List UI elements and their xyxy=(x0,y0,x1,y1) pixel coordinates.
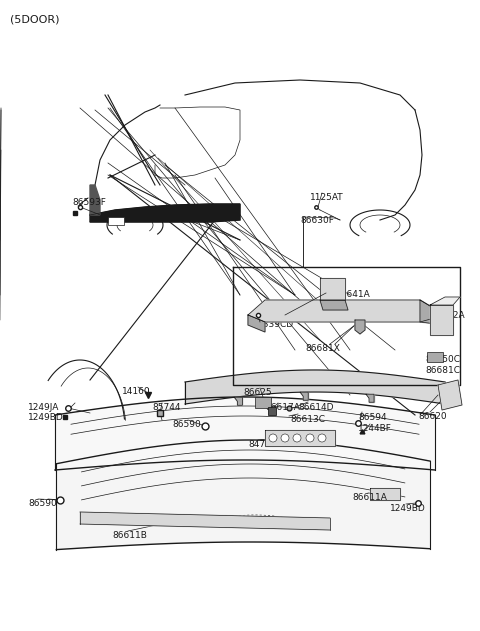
Text: 1249JA: 1249JA xyxy=(28,403,60,412)
Text: 86641A: 86641A xyxy=(335,290,370,299)
Polygon shape xyxy=(430,305,453,335)
Text: 86590: 86590 xyxy=(172,420,201,429)
Text: 14160: 14160 xyxy=(122,387,151,396)
Polygon shape xyxy=(366,394,374,402)
Bar xyxy=(427,352,443,362)
Polygon shape xyxy=(55,397,435,470)
Text: 86617A: 86617A xyxy=(265,403,300,412)
Text: 1249BD: 1249BD xyxy=(28,413,64,422)
Text: (5DOOR): (5DOOR) xyxy=(10,14,60,24)
Circle shape xyxy=(306,434,314,442)
Bar xyxy=(268,407,276,415)
Text: 85744: 85744 xyxy=(152,403,180,412)
Polygon shape xyxy=(90,185,100,215)
Polygon shape xyxy=(248,315,265,332)
Text: 86681X: 86681X xyxy=(305,344,340,353)
Polygon shape xyxy=(320,300,348,310)
Text: 1249BD: 1249BD xyxy=(390,504,426,513)
Text: 1125AT: 1125AT xyxy=(310,193,344,202)
Text: 86379: 86379 xyxy=(118,214,147,223)
Polygon shape xyxy=(300,392,308,400)
Polygon shape xyxy=(56,440,430,550)
Text: 86611B: 86611B xyxy=(112,531,147,540)
Polygon shape xyxy=(185,370,445,404)
Polygon shape xyxy=(265,430,335,446)
Circle shape xyxy=(269,434,277,442)
Text: 86625: 86625 xyxy=(243,388,272,397)
Bar xyxy=(108,217,124,225)
Circle shape xyxy=(293,434,301,442)
Text: 86630F: 86630F xyxy=(300,216,334,225)
Polygon shape xyxy=(370,488,400,500)
Polygon shape xyxy=(320,278,345,300)
Polygon shape xyxy=(355,320,365,334)
Text: 84702: 84702 xyxy=(248,440,276,449)
Text: 86614D: 86614D xyxy=(298,403,334,412)
Polygon shape xyxy=(420,300,445,325)
Circle shape xyxy=(318,434,326,442)
Text: 86613C: 86613C xyxy=(290,415,325,424)
Polygon shape xyxy=(80,512,330,530)
Text: 86681C: 86681C xyxy=(425,366,460,375)
Text: 86594: 86594 xyxy=(358,413,386,422)
Polygon shape xyxy=(234,398,242,405)
Text: 86620: 86620 xyxy=(418,412,446,421)
Polygon shape xyxy=(430,297,460,305)
Text: 1244BF: 1244BF xyxy=(358,424,392,433)
Text: 86611A: 86611A xyxy=(352,493,387,502)
Text: 86590: 86590 xyxy=(28,499,57,508)
Polygon shape xyxy=(248,300,445,322)
Text: 86593F: 86593F xyxy=(72,198,106,207)
Text: 1339CD: 1339CD xyxy=(258,320,294,329)
Circle shape xyxy=(281,434,289,442)
Text: 86650C: 86650C xyxy=(425,355,460,364)
Bar xyxy=(255,397,271,408)
Polygon shape xyxy=(90,204,240,222)
Text: 86642A: 86642A xyxy=(430,311,465,320)
Polygon shape xyxy=(438,380,462,410)
